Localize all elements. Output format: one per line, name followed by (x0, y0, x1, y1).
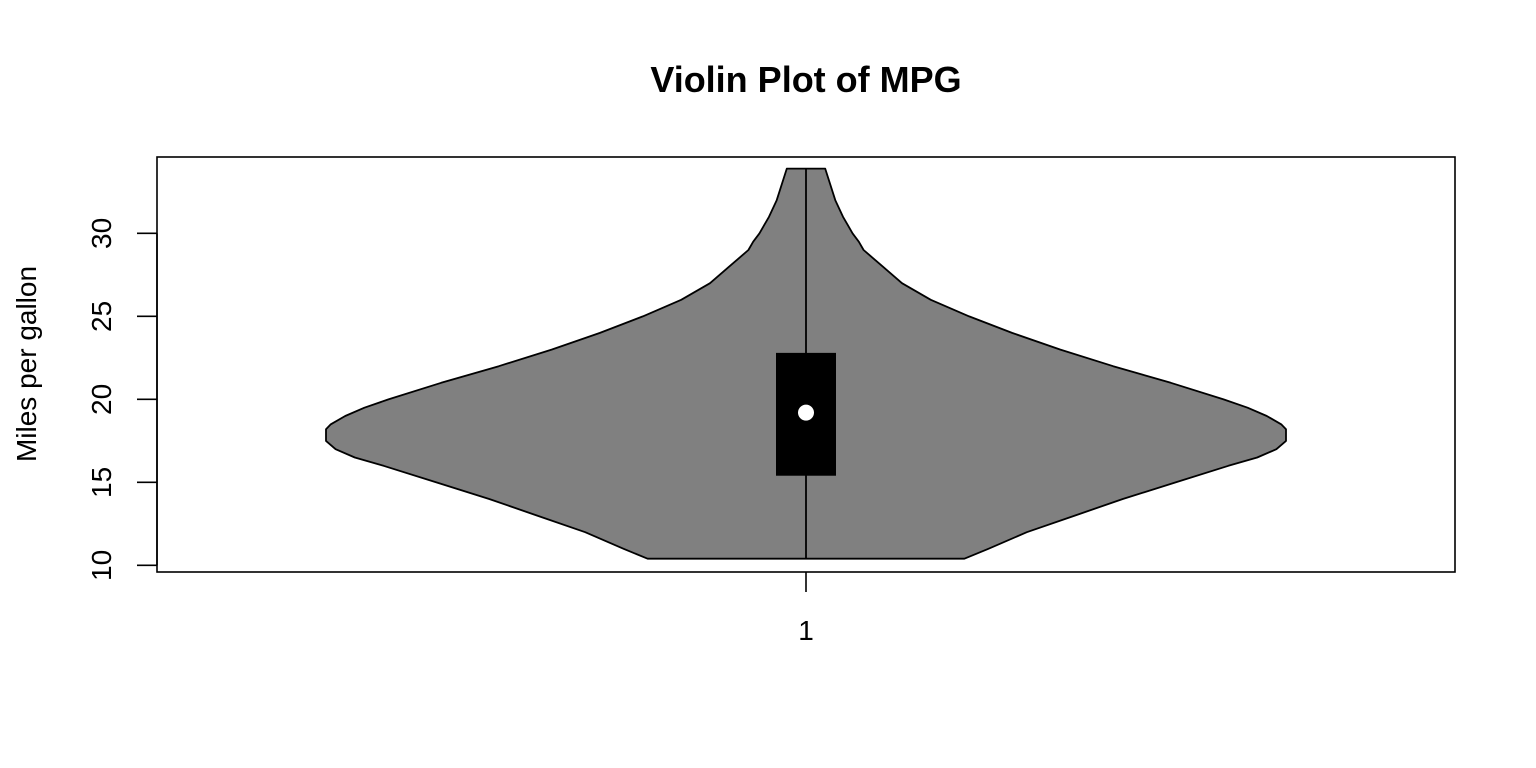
y-axis: 10 15 20 25 30 (86, 218, 158, 581)
y-tick-label: 15 (86, 467, 117, 498)
y-tick-label: 30 (86, 218, 117, 249)
y-tick-label: 10 (86, 550, 117, 581)
violin-layer (325, 167, 1287, 560)
x-axis: 1 (798, 572, 814, 646)
y-tick-label: 25 (86, 301, 117, 332)
median-point (798, 404, 814, 421)
chart-title: Violin Plot of MPG (650, 59, 961, 100)
y-axis-label: Miles per gallon (11, 266, 42, 462)
y-tick-label: 20 (86, 384, 117, 415)
x-tick-label: 1 (798, 615, 814, 646)
